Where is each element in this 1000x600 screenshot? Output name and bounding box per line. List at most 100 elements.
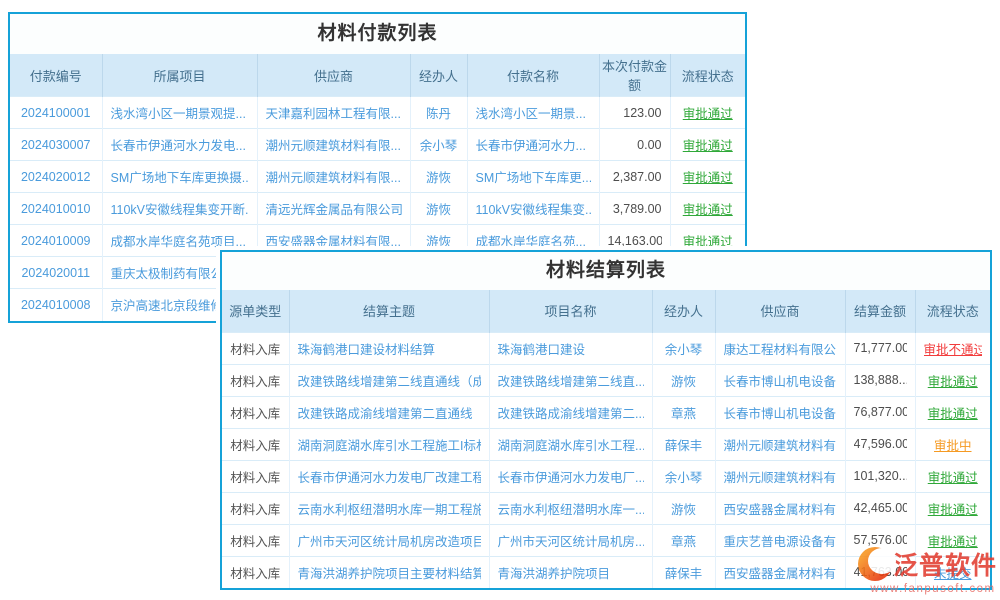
payment-table-row: 2024100001 浅水湾小区一期景观提... 天津嘉利园林工程有限... 陈丹 浅水… [10,96,745,129]
cell-settlement-subject[interactable]: 改建铁路线增建第二线直通线（成... [297,374,481,389]
cell-status[interactable]: 审批通过 [682,203,733,217]
cell-source-type: 材料入库 [230,534,281,549]
cell-supplier[interactable]: 潮州元顺建筑材料有... [723,470,837,485]
cell-payment-id[interactable]: 2024030007 [20,137,91,152]
cell-handler[interactable]: 余小琴 [419,139,458,153]
col-header-status: 流程状态 [915,290,990,332]
cell-handler[interactable]: 章燕 [670,406,696,421]
cell-status[interactable]: 审批不通过 [923,342,983,357]
cell-handler[interactable]: 陈丹 [425,107,451,121]
cell-handler[interactable]: 游恢 [425,171,451,185]
cell-amount: 76,877.00 [853,405,907,419]
cell-status[interactable]: 审批通过 [927,534,978,549]
cell-project-name[interactable]: 广州市天河区统计局机房... [497,534,644,549]
cell-status[interactable]: 未提交 [933,566,972,581]
cell-project-name[interactable]: 珠海鹤港口建设 [497,342,586,357]
cell-status[interactable]: 审批通过 [682,139,733,153]
settlement-header-row: 源单类型 结算主题 项目名称 经办人 供应商 结算金额 流程状态 [222,290,990,332]
cell-settlement-subject[interactable]: 珠海鹤港口建设材料结算 [297,342,436,357]
cell-project-name[interactable]: 改建铁路成渝线增建第二... [497,406,644,421]
col-header-project: 所属项目 [102,54,258,97]
cell-payment-name[interactable]: 成都水岸华庭名苑... [475,235,586,249]
cell-amount: 42,465.00 [853,501,907,515]
col-header-supplier: 供应商 [715,290,846,332]
cell-status[interactable]: 审批通过 [927,502,978,517]
col-header-supplier: 供应商 [257,54,411,97]
cell-status[interactable]: 审批通过 [927,470,978,485]
cell-project-name[interactable]: 青海洪湖养护院项目 [497,566,611,581]
cell-settlement-subject[interactable]: 湖南洞庭湖水库引水工程施工I标材... [297,438,481,453]
settlement-list-title: 材料结算列表 [222,252,990,290]
cell-project[interactable]: 长春市伊通河水力发电... [110,139,246,153]
cell-supplier[interactable]: 天津嘉利园林工程有限... [265,107,401,121]
cell-project-name[interactable]: 长春市伊通河水力发电厂... [497,470,644,485]
cell-supplier[interactable]: 西安盛器金属材料有限... [265,235,401,249]
settlement-table-row: 材料入库 珠海鹤港口建设材料结算 珠海鹤港口建设 余小琴 康达工程材料有限公司 71,77… [222,331,990,364]
cell-handler[interactable]: 薛保丰 [664,438,703,453]
cell-handler[interactable]: 章燕 [670,534,696,549]
cell-handler[interactable]: 游恢 [670,374,696,389]
cell-handler[interactable]: 余小琴 [664,342,703,357]
cell-amount: 57,576.00 [853,533,907,547]
cell-project[interactable]: 浅水湾小区一期景观提... [110,107,246,121]
cell-status[interactable]: 审批通过 [682,235,733,249]
cell-payment-name[interactable]: 浅水湾小区一期景... [475,107,586,121]
cell-source-type: 材料入库 [230,470,281,485]
payment-table-row: 2024020012 SM广场地下车库更换摄... 潮州元顺建筑材料有限... 游恢 S… [10,160,745,193]
cell-settlement-subject[interactable]: 改建铁路成渝线增建第二直通线（... [297,406,481,421]
cell-status[interactable]: 审批通过 [682,107,733,121]
cell-project[interactable]: 成都水岸华庭名苑项目... [110,235,246,249]
cell-handler[interactable]: 游恢 [425,203,451,217]
cell-handler[interactable]: 薛保丰 [664,566,703,581]
cell-payment-name[interactable]: SM广场地下车库更... [475,171,591,185]
cell-project-name[interactable]: 湖南洞庭湖水库引水工程... [497,438,644,453]
cell-payment-name[interactable]: 长春市伊通河水力... [475,139,586,153]
cell-supplier[interactable]: 西安盛器金属材料有... [723,502,837,517]
cell-source-type: 材料入库 [230,374,281,389]
cell-supplier[interactable]: 清远光辉金属品有限公司 [265,203,402,217]
cell-supplier[interactable]: 长春市博山机电设备... [723,374,837,389]
cell-supplier[interactable]: 康达工程材料有限公司 [723,342,837,357]
cell-settlement-subject[interactable]: 云南水利枢纽潜明水库一期工程施... [297,502,481,517]
cell-payment-id[interactable]: 2024020012 [20,169,91,184]
col-header-amount: 本次付款金额 [599,54,671,97]
cell-supplier[interactable]: 潮州元顺建筑材料有限... [265,139,401,153]
cell-project-name[interactable]: 改建铁路线增建第二线直... [497,374,644,389]
cell-supplier[interactable]: 西安盛器金属材料有... [723,566,837,581]
cell-handler[interactable]: 余小琴 [664,470,703,485]
cell-project-name[interactable]: 云南水利枢纽潜明水库一... [497,502,644,517]
cell-settlement-subject[interactable]: 广州市天河区统计局机房改造项目... [297,534,481,549]
cell-source-type: 材料入库 [230,566,281,581]
cell-handler[interactable]: 游恢 [425,235,451,249]
cell-project[interactable]: SM广场地下车库更换摄... [110,171,249,185]
cell-source-type: 材料入库 [230,502,281,517]
cell-handler[interactable]: 游恢 [670,502,696,517]
cell-payment-id[interactable]: 2024010010 [20,201,91,216]
cell-settlement-subject[interactable]: 长春市伊通河水力发电厂改建工程... [297,470,481,485]
cell-status[interactable]: 审批通过 [927,406,978,421]
cell-supplier[interactable]: 长春市博山机电设备... [723,406,837,421]
cell-amount: 138,888... [853,373,907,387]
cell-amount: 101,320... [853,469,907,483]
cell-payment-id[interactable]: 2024010008 [20,297,91,312]
cell-payment-id[interactable]: 2024020011 [21,265,91,280]
cell-status[interactable]: 审批通过 [682,171,733,185]
cell-supplier[interactable]: 潮州元顺建筑材料有限... [265,171,401,185]
cell-settlement-subject[interactable]: 青海洪湖养护院项目主要材料结算 [297,566,481,581]
cell-payment-name[interactable]: 110kV安徽线程集变... [475,203,591,217]
cell-supplier[interactable]: 潮州元顺建筑材料有... [723,438,837,453]
settlement-table-row: 材料入库 青海洪湖养护院项目主要材料结算 青海洪湖养护院项目 薛保丰 西安盛器金属材料有… [222,555,990,588]
cell-amount: 0.00 [637,137,662,152]
cell-project[interactable]: 110kV安徽线程集变开断... [110,203,249,217]
cell-status[interactable]: 审批通过 [927,374,978,389]
payment-list-title: 材料付款列表 [10,14,745,54]
cell-project[interactable]: 重庆太极制药有限公司 [110,267,236,281]
cell-payment-id[interactable]: 2024010009 [20,233,91,248]
cell-project[interactable]: 京沪高速北京段维修 [110,299,224,314]
col-header-amount: 结算金额 [845,290,916,332]
cell-supplier[interactable]: 重庆艺普电源设备有... [723,534,837,549]
cell-status[interactable]: 审批中 [933,438,972,453]
cell-payment-id[interactable]: 2024100001 [20,105,91,120]
cell-amount: 2,387.00 [612,169,662,184]
cell-amount: 3,789.00 [612,201,662,216]
